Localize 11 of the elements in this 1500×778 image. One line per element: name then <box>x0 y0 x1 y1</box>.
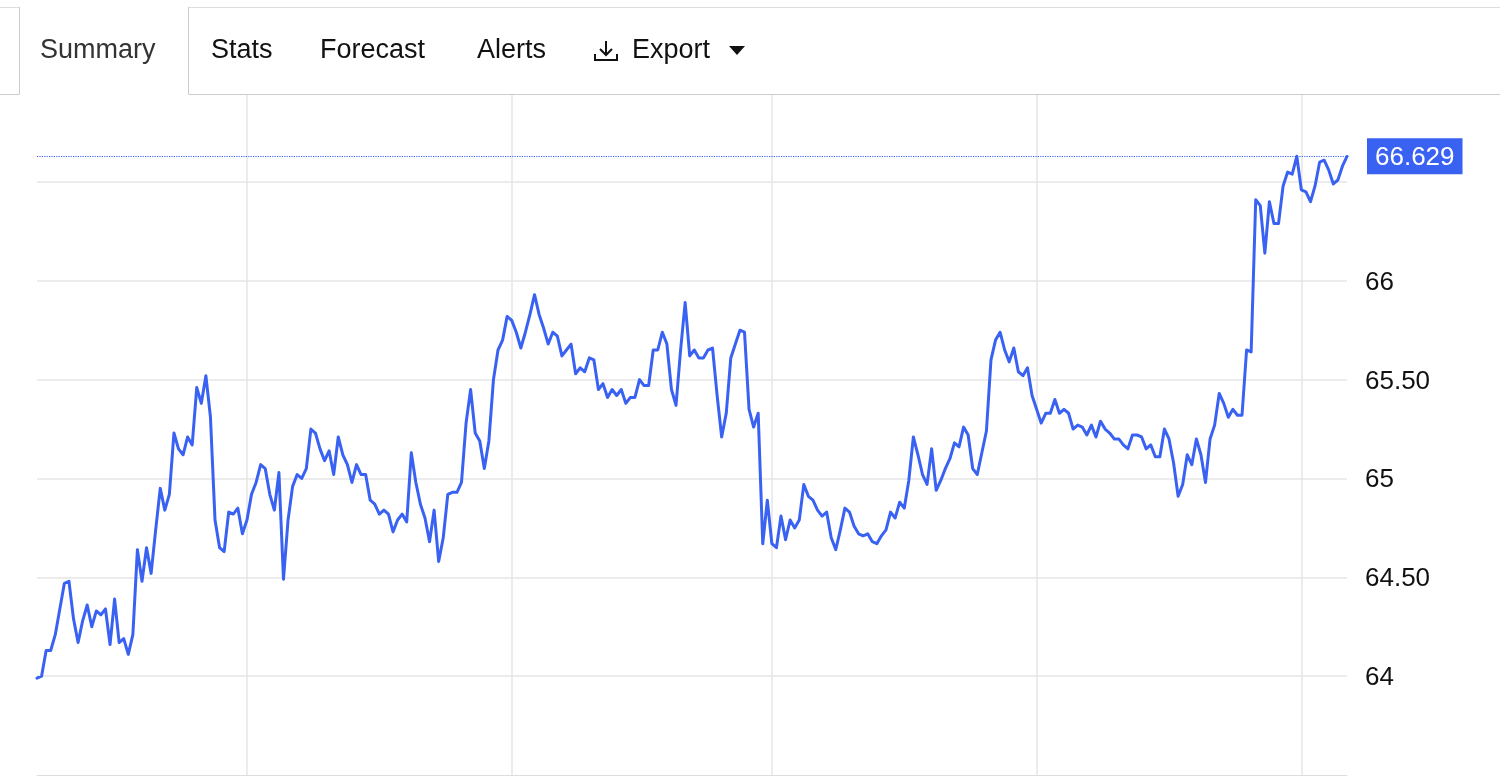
y-tick-label: 64.50 <box>1365 562 1431 593</box>
text: Stats <box>211 34 273 65</box>
text: Summary <box>40 34 156 65</box>
y-tick-label: 65 <box>1365 463 1394 494</box>
y-tick-label: 66 <box>1365 265 1394 296</box>
y-tick-label: 64 <box>1365 661 1394 692</box>
text: Export <box>632 34 711 65</box>
y-tick-label: 65.50 <box>1365 364 1431 395</box>
text: Alerts <box>477 34 547 65</box>
ref-line-label: 66.629 <box>1375 141 1455 172</box>
text: Forecast <box>320 34 426 65</box>
